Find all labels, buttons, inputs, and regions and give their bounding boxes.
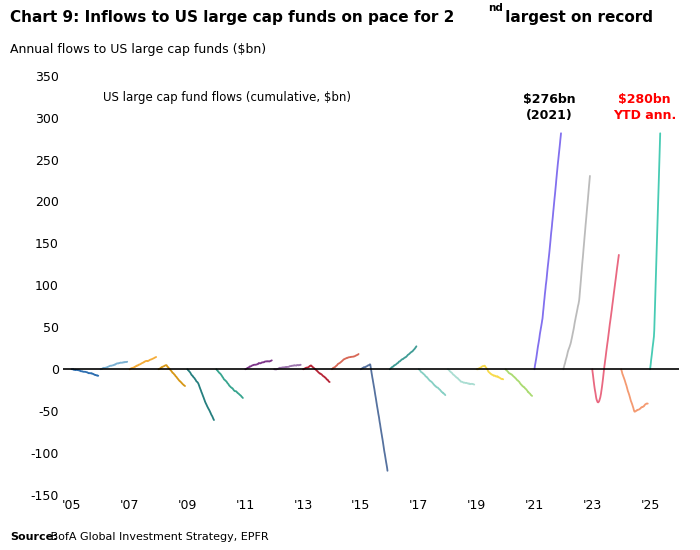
Text: $276bn: $276bn: [522, 92, 575, 106]
Text: (2021): (2021): [526, 109, 572, 122]
Text: US large cap fund flows (cumulative, $bn): US large cap fund flows (cumulative, $bn…: [103, 91, 351, 103]
Text: nd: nd: [489, 3, 503, 13]
Text: BofA Global Investment Strategy, EPFR: BofA Global Investment Strategy, EPFR: [47, 532, 269, 542]
Text: Source:: Source:: [10, 532, 57, 542]
Text: Chart 9: Inflows to US large cap funds on pace for 2: Chart 9: Inflows to US large cap funds o…: [10, 10, 454, 25]
Text: YTD ann.: YTD ann.: [612, 109, 676, 122]
Text: Annual flows to US large cap funds ($bn): Annual flows to US large cap funds ($bn): [10, 43, 266, 56]
Text: largest on record: largest on record: [500, 10, 654, 25]
Text: $280bn: $280bn: [618, 92, 671, 106]
